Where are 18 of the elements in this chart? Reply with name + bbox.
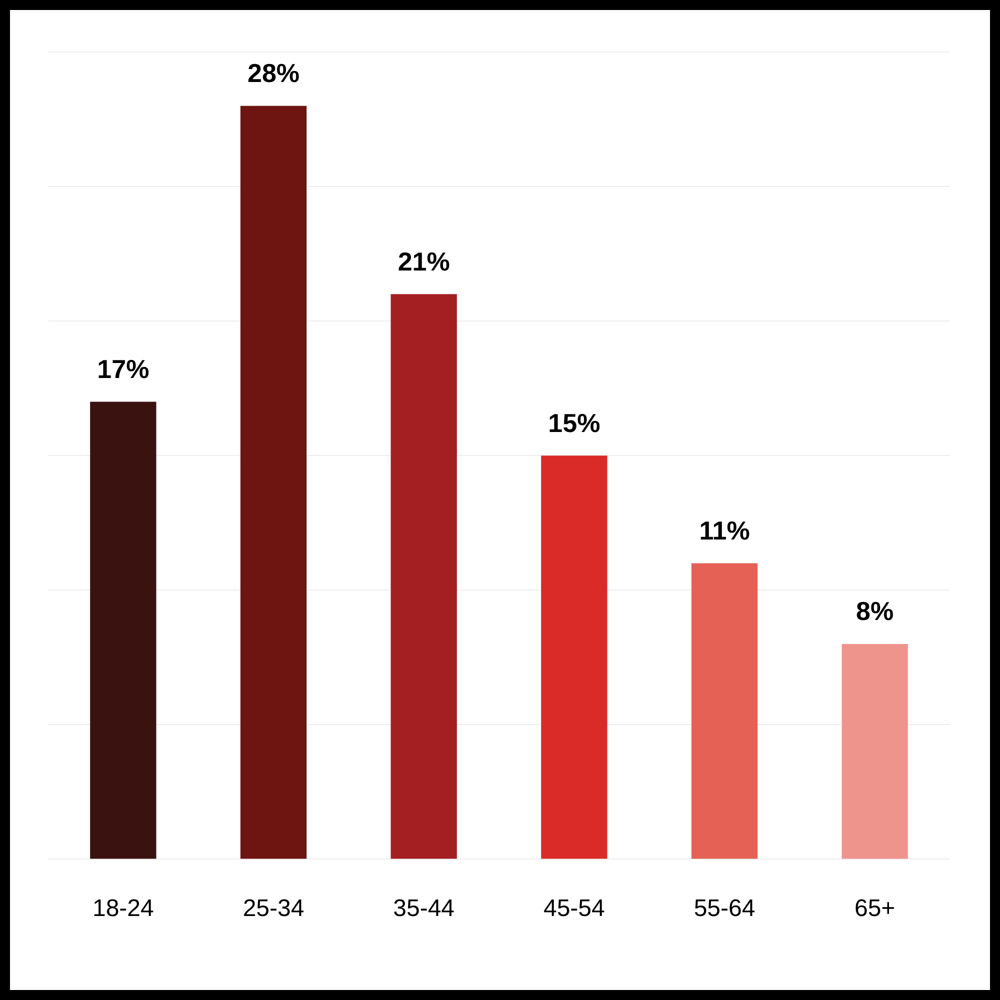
data-label: 8% xyxy=(856,596,894,626)
bar xyxy=(691,563,758,859)
bar xyxy=(240,106,307,859)
bar xyxy=(390,294,457,859)
data-label: 21% xyxy=(398,246,450,276)
x-tick-label: 45-54 xyxy=(543,895,605,922)
x-tick-label: 65+ xyxy=(854,895,896,922)
bar xyxy=(90,402,156,859)
data-label: 15% xyxy=(548,408,600,438)
data-label: 11% xyxy=(699,515,750,546)
data-label: 28% xyxy=(247,58,300,88)
data-label: 17% xyxy=(97,354,150,384)
x-tick-label: 18-24 xyxy=(92,895,154,922)
x-tick-label: 35-44 xyxy=(393,895,455,922)
bar xyxy=(541,456,608,859)
x-tick-label: 55-64 xyxy=(694,895,756,922)
x-tick-label: 25-34 xyxy=(242,895,304,922)
bar xyxy=(842,644,908,859)
